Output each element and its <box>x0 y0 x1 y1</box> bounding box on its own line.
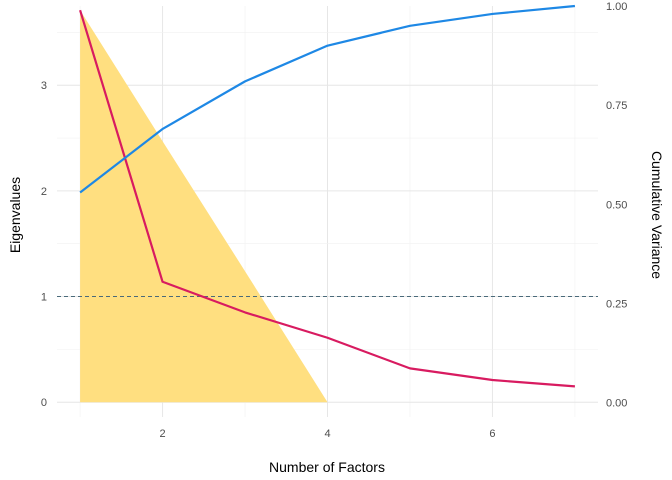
x-tick-label: 2 <box>159 428 165 440</box>
y2-tick-label: 0.00 <box>606 398 627 410</box>
tick-labels: 2 4 6 0 1 2 3 0.00 0.25 0.50 0.75 1.00 <box>41 1 628 440</box>
y2-axis-title: Cumulative Variance <box>649 151 665 279</box>
y-tick-label: 0 <box>41 397 47 409</box>
y2-tick-label: 1.00 <box>606 1 627 13</box>
y2-tick-label: 0.25 <box>606 299 627 311</box>
x-axis-title: Number of Factors <box>269 459 385 475</box>
y2-tick-label: 0.75 <box>606 100 627 112</box>
x-tick-label: 6 <box>489 428 495 440</box>
y-tick-label: 2 <box>41 186 47 198</box>
area-series-0 <box>80 10 328 403</box>
line-series-1 <box>79 9 575 388</box>
x-tick-label: 4 <box>324 428 330 440</box>
line-series-2 <box>79 4 576 194</box>
area-layer <box>80 10 328 403</box>
line-layer <box>79 4 576 388</box>
y-axis-title: Eigenvalues <box>7 177 23 253</box>
y2-tick-label: 0.50 <box>606 199 627 211</box>
y-tick-label: 3 <box>41 80 47 92</box>
y-tick-label: 1 <box>41 292 47 304</box>
